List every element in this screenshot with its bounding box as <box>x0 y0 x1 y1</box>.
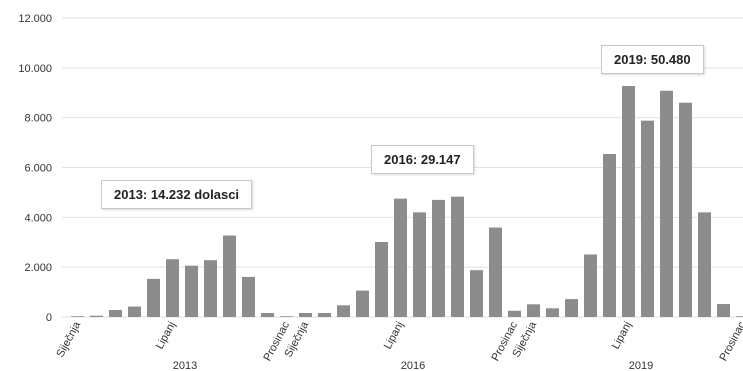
bar <box>128 306 141 317</box>
bar <box>508 310 521 317</box>
bar <box>223 235 236 317</box>
bar <box>622 86 635 318</box>
x-year-label: 2019 <box>629 360 653 371</box>
bar <box>109 310 122 317</box>
bar <box>394 198 407 317</box>
annotation-2013: 2013: 14.232 dolasci <box>101 180 253 209</box>
bar <box>470 270 483 317</box>
bar <box>318 313 331 317</box>
bar <box>527 304 540 317</box>
x-year-label: 2016 <box>401 360 425 371</box>
bar <box>698 212 711 317</box>
bar <box>432 199 445 317</box>
bar <box>565 299 578 317</box>
bar <box>337 305 350 317</box>
bar <box>71 316 84 317</box>
y-tick-label: 2.000 <box>24 262 52 274</box>
x-month-label: Siječnja <box>54 319 83 359</box>
bar <box>451 196 464 317</box>
bar <box>679 102 692 317</box>
bar <box>546 308 559 317</box>
bar <box>375 242 388 317</box>
annotation-2016: 2016: 29.147 <box>371 145 474 174</box>
bar <box>280 316 293 317</box>
y-tick-label: 0 <box>46 312 52 324</box>
bar <box>584 254 597 317</box>
x-month-label: Lipanj <box>154 320 178 352</box>
y-tick-label: 8.000 <box>24 113 52 125</box>
bar <box>660 90 673 317</box>
bar <box>166 259 179 317</box>
bar <box>356 290 369 317</box>
bar <box>90 315 103 317</box>
bar <box>261 313 274 317</box>
y-tick-label: 10.000 <box>18 63 52 75</box>
bar <box>489 227 502 317</box>
bar <box>736 316 743 317</box>
y-tick-label: 4.000 <box>24 212 52 224</box>
annotation-2019: 2019: 50.480 <box>601 45 704 74</box>
bar <box>299 313 312 317</box>
y-tick-label: 12.000 <box>18 13 52 25</box>
bar <box>147 278 160 317</box>
x-year-label: 2013 <box>173 360 197 371</box>
bar <box>185 265 198 317</box>
x-month-label: Prosinac <box>717 319 743 363</box>
x-month-label: Lipanj <box>610 320 634 352</box>
bar <box>413 212 426 317</box>
bar <box>204 260 217 317</box>
bar <box>242 276 255 317</box>
y-tick-label: 6.000 <box>24 163 52 175</box>
bar <box>717 304 730 317</box>
bar <box>603 154 616 317</box>
x-month-label: Lipanj <box>382 320 406 352</box>
bar <box>641 120 654 317</box>
